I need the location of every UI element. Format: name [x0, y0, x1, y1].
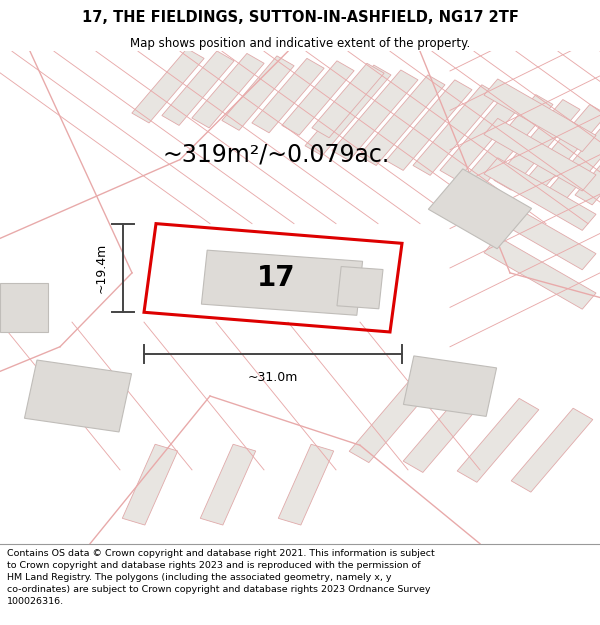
Polygon shape	[521, 104, 600, 195]
Polygon shape	[0, 282, 48, 332]
Text: 17: 17	[257, 264, 295, 292]
Polygon shape	[222, 56, 294, 131]
Polygon shape	[305, 65, 391, 156]
Polygon shape	[202, 250, 362, 315]
Polygon shape	[359, 75, 445, 166]
Polygon shape	[511, 408, 593, 492]
Polygon shape	[403, 356, 497, 416]
Polygon shape	[332, 70, 418, 161]
Polygon shape	[282, 61, 354, 135]
Text: ~319m²/~0.079ac.: ~319m²/~0.079ac.	[163, 142, 389, 167]
Text: Contains OS data © Crown copyright and database right 2021. This information is : Contains OS data © Crown copyright and d…	[7, 549, 435, 606]
Text: 17, THE FIELDINGS, SUTTON-IN-ASHFIELD, NG17 2TF: 17, THE FIELDINGS, SUTTON-IN-ASHFIELD, N…	[82, 10, 518, 25]
Polygon shape	[312, 63, 384, 138]
Polygon shape	[467, 94, 553, 185]
Polygon shape	[428, 169, 532, 249]
Polygon shape	[25, 360, 131, 432]
Polygon shape	[494, 99, 580, 190]
Polygon shape	[337, 266, 383, 309]
Polygon shape	[484, 197, 596, 270]
Polygon shape	[162, 51, 234, 126]
Polygon shape	[413, 85, 499, 176]
Polygon shape	[484, 79, 596, 152]
Polygon shape	[200, 444, 256, 525]
Polygon shape	[484, 236, 596, 309]
Polygon shape	[192, 53, 264, 128]
Polygon shape	[440, 90, 526, 180]
Polygon shape	[252, 58, 324, 132]
Polygon shape	[122, 444, 178, 525]
Polygon shape	[575, 114, 600, 205]
Polygon shape	[386, 80, 472, 171]
Text: Map shows position and indicative extent of the property.: Map shows position and indicative extent…	[130, 37, 470, 50]
Polygon shape	[484, 118, 596, 191]
Polygon shape	[349, 379, 431, 462]
Polygon shape	[403, 389, 485, 472]
Text: ~19.4m: ~19.4m	[95, 243, 108, 293]
Polygon shape	[484, 158, 596, 231]
Polygon shape	[548, 109, 600, 200]
Polygon shape	[132, 49, 204, 123]
Text: ~31.0m: ~31.0m	[248, 371, 298, 384]
Polygon shape	[457, 398, 539, 482]
Polygon shape	[278, 444, 334, 525]
